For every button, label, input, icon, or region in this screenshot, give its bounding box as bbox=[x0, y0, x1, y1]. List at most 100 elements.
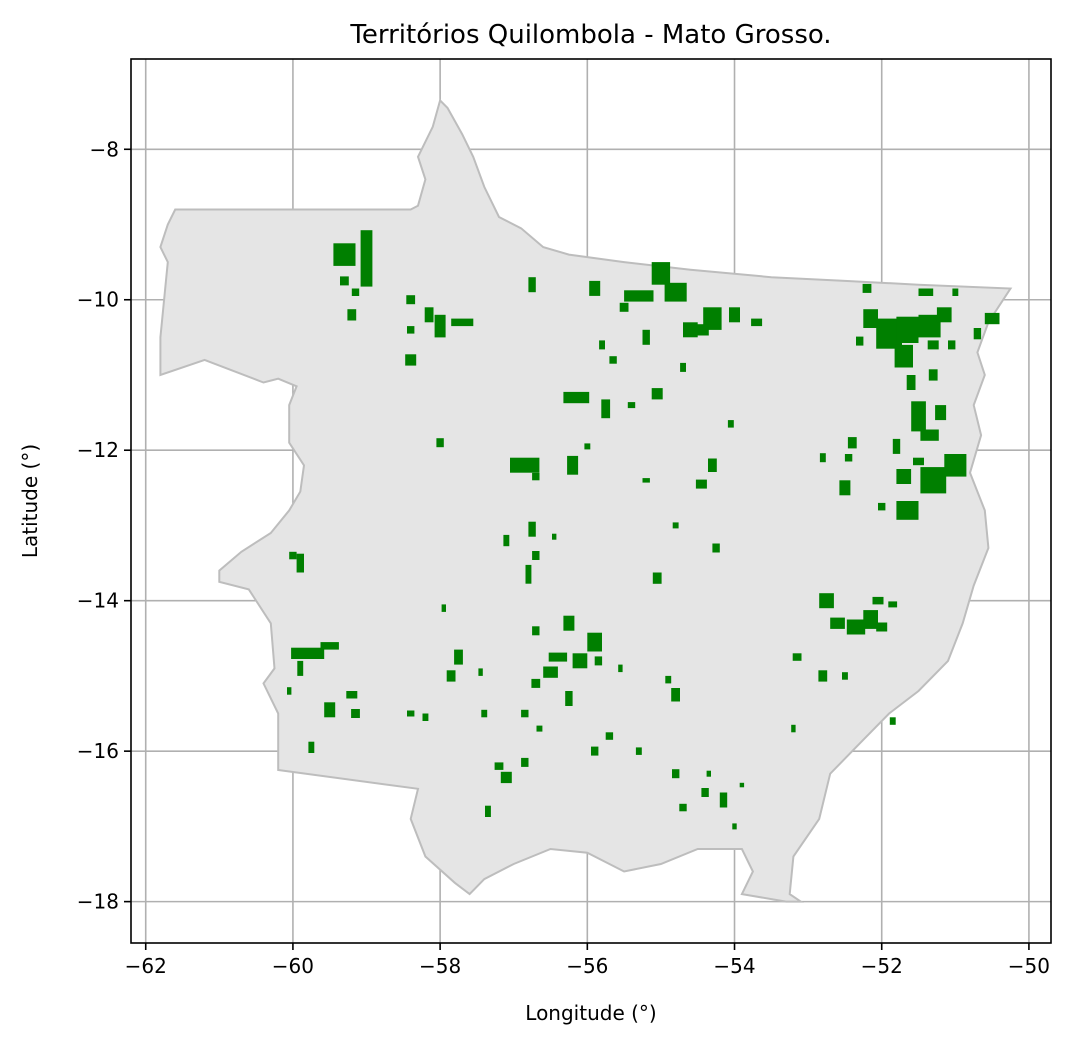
quilombola-territory bbox=[918, 288, 934, 296]
quilombola-territory bbox=[584, 443, 591, 450]
quilombola-territory bbox=[892, 438, 901, 454]
quilombola-territory bbox=[451, 318, 474, 327]
quilombola-territory bbox=[599, 340, 605, 350]
quilombola-territory bbox=[701, 788, 709, 797]
quilombola-territory bbox=[732, 823, 737, 830]
quilombola-territory bbox=[842, 672, 848, 680]
quilombola-territory bbox=[619, 302, 629, 312]
x-tick-label: −54 bbox=[713, 954, 755, 978]
quilombola-territory bbox=[601, 399, 611, 419]
quilombola-territory bbox=[347, 309, 357, 321]
quilombola-territory bbox=[944, 454, 967, 477]
quilombola-territory bbox=[635, 747, 642, 755]
quilombola-territory bbox=[587, 632, 602, 652]
quilombola-territory bbox=[406, 295, 416, 305]
quilombola-territory bbox=[984, 312, 1000, 325]
quilombola-territory bbox=[751, 318, 763, 327]
quilombola-territory bbox=[936, 307, 952, 323]
quilombola-territory bbox=[856, 336, 864, 346]
quilombola-territory bbox=[819, 593, 834, 609]
quilombola-territory bbox=[485, 805, 491, 817]
quilombola-territory bbox=[543, 666, 558, 678]
quilombola-territory bbox=[913, 457, 924, 466]
quilombola-territory bbox=[441, 604, 446, 612]
quilombola-territory bbox=[296, 553, 304, 573]
quilombola-territory bbox=[642, 329, 650, 345]
quilombola-territory bbox=[525, 564, 532, 584]
quilombola-territory bbox=[481, 709, 488, 718]
quilombola-territory bbox=[424, 307, 434, 323]
quilombola-territory bbox=[665, 675, 672, 684]
quilombola-territory bbox=[911, 401, 926, 432]
quilombola-territory bbox=[346, 691, 358, 699]
quilombola-territory bbox=[792, 653, 802, 661]
quilombola-territory bbox=[672, 769, 680, 779]
quilombola-territory bbox=[906, 375, 916, 390]
y-tick-label: −8 bbox=[90, 137, 119, 161]
quilombola-territory bbox=[846, 619, 866, 635]
quilombola-territory bbox=[652, 572, 662, 584]
quilombola-territory bbox=[434, 314, 446, 338]
x-axis-label: Longitude (°) bbox=[525, 1001, 656, 1025]
y-tick-label: −16 bbox=[77, 739, 119, 763]
quilombola-territory bbox=[589, 280, 601, 296]
quilombola-territory bbox=[605, 732, 614, 740]
quilombola-territory bbox=[719, 792, 728, 808]
quilombola-territory bbox=[894, 344, 913, 368]
x-tick-labels: −62 −60 −58 −56 −54 −52 −50 bbox=[125, 954, 1050, 978]
quilombola-territory bbox=[287, 687, 292, 695]
quilombola-territory bbox=[454, 649, 463, 665]
quilombola-territory bbox=[847, 437, 857, 449]
quilombola-territory bbox=[948, 340, 956, 350]
quilombola-territory bbox=[351, 288, 360, 296]
quilombola-territory bbox=[708, 458, 717, 472]
quilombola-territory bbox=[436, 438, 444, 448]
territory-polygons bbox=[287, 230, 1000, 830]
quilombola-territory bbox=[830, 617, 845, 629]
quilombola-territory bbox=[844, 454, 853, 462]
quilombola-territory bbox=[422, 713, 429, 721]
quilombola-territory bbox=[935, 405, 947, 421]
x-tick-label: −60 bbox=[272, 954, 314, 978]
quilombola-territory bbox=[819, 453, 826, 463]
chart-title: Territórios Quilombola - Mato Grosso. bbox=[349, 20, 831, 50]
quilombola-territory bbox=[594, 656, 603, 666]
quilombola-territory bbox=[896, 501, 919, 520]
quilombola-territory bbox=[680, 362, 686, 372]
quilombola-territory bbox=[532, 551, 540, 560]
quilombola-territory bbox=[446, 670, 456, 682]
quilombola-territory bbox=[572, 653, 588, 669]
quilombola-territory bbox=[510, 457, 540, 473]
y-tick-label: −10 bbox=[77, 288, 119, 312]
quilombola-territory bbox=[863, 610, 878, 629]
quilombola-territory bbox=[552, 533, 557, 540]
plot-frame bbox=[130, 58, 1052, 944]
quilombola-territory bbox=[407, 710, 415, 717]
axis-ticks bbox=[124, 148, 1030, 950]
quilombola-territory bbox=[531, 678, 541, 688]
quilombola-territory bbox=[563, 391, 590, 404]
quilombola-territory bbox=[889, 717, 896, 725]
quilombola-territory bbox=[872, 596, 884, 605]
quilombola-territory bbox=[729, 307, 740, 323]
x-tick-label: −58 bbox=[419, 954, 461, 978]
quilombola-territory bbox=[532, 626, 540, 636]
quilombola-territory bbox=[521, 709, 529, 718]
quilombola-territory bbox=[918, 314, 941, 338]
y-tick-labels: −8 −10 −12 −14 −16 −18 bbox=[77, 137, 119, 913]
quilombola-territory bbox=[863, 309, 878, 328]
quilombola-territory bbox=[565, 691, 573, 706]
quilombola-territory bbox=[500, 771, 512, 784]
quilombola-territory bbox=[528, 277, 536, 293]
quilombola-territory bbox=[532, 472, 540, 481]
quilombola-territory bbox=[521, 757, 529, 767]
quilombola-territory bbox=[739, 782, 745, 788]
quilombola-territory bbox=[297, 660, 304, 676]
quilombola-territory bbox=[896, 469, 912, 484]
quilombola-territory bbox=[712, 543, 720, 553]
quilombola-territory bbox=[360, 230, 373, 287]
quilombola-territory bbox=[706, 770, 711, 777]
quilombola-territory bbox=[340, 276, 349, 286]
quilombola-territory bbox=[839, 480, 851, 496]
